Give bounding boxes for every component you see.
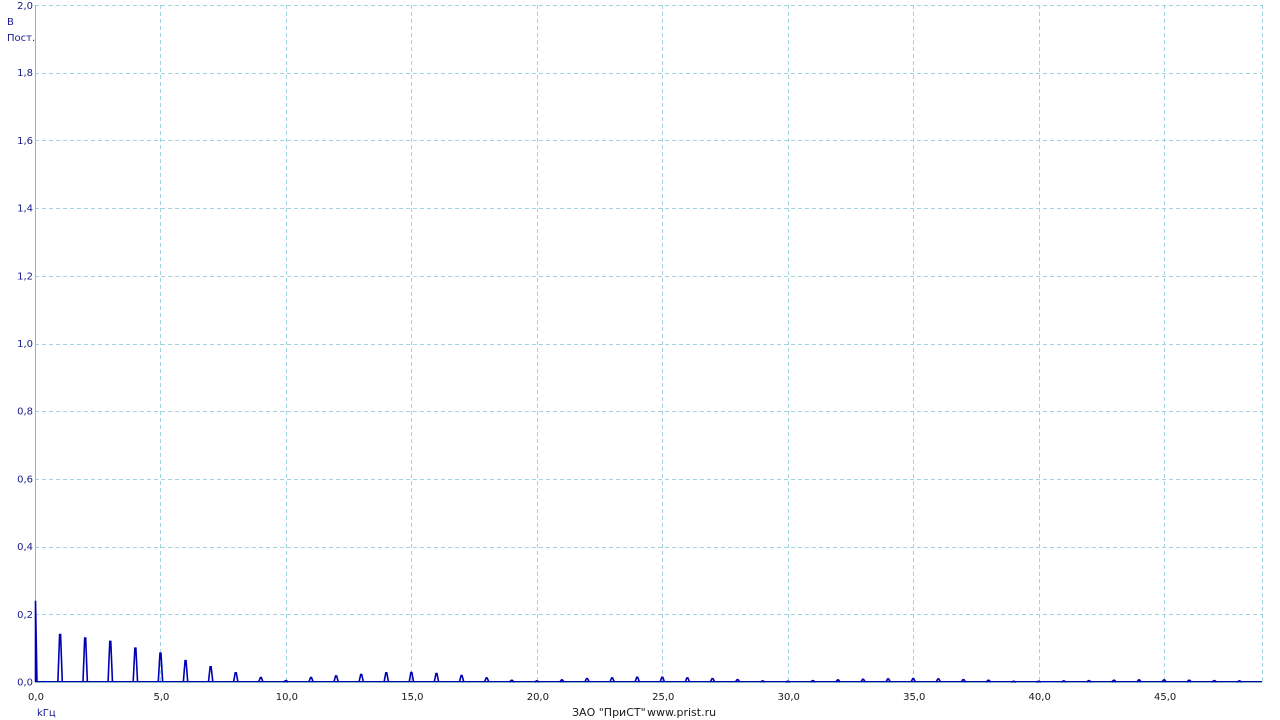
spectral-peak [910,677,917,683]
spectral-peak [609,677,616,683]
spectral-peak [383,672,390,683]
spectral-peak [835,679,841,683]
spectral-peak [508,679,515,683]
y-tick-label: 0,0 [17,678,33,689]
spectral-peak [358,673,365,683]
y-tick-label: 0,8 [17,407,33,418]
spectral-peak [308,676,314,683]
y-mode-label: Пост. [7,33,35,44]
spectral-peak [885,678,892,683]
x-tick-label: 15,0 [401,692,423,703]
spectral-peak [734,678,741,683]
x-unit-label: kГц [37,708,56,719]
x-tick-label: 5,0 [154,692,170,703]
spectral-peak [433,672,440,683]
x-tick-label: 0,0 [28,692,44,703]
x-axis-ticks: 0,0 5,0 10,0 15,0 20,0 25,0 30,0 35,0 40,0 45,0 [28,692,1176,703]
spectrum-series [34,600,1262,683]
spectral-peak [760,680,766,683]
spectral-peak [1011,680,1017,683]
y-tick-label: 1,2 [17,271,33,282]
spectral-peak [1186,679,1192,683]
spectral-peak [207,665,214,683]
spectral-peak [1036,680,1042,683]
x-tick-label: 35,0 [903,692,925,703]
spectral-peak [157,652,164,683]
y-tick-label: 0,6 [17,474,33,485]
footer-company: ЗАО "ПриСТ" [572,706,646,719]
x-tick-label: 25,0 [652,692,674,703]
spectral-peak [935,678,942,683]
spectral-peak [232,672,239,683]
spectral-peak [182,659,189,683]
spectral-peak [34,600,38,683]
spectral-peak [684,677,691,683]
spectral-peak [257,676,264,683]
x-tick-label: 30,0 [778,692,800,703]
y-unit-label: В [7,17,14,28]
y-tick-label: 1,6 [17,136,33,147]
spectral-peak [483,677,490,683]
spectral-peak [1161,679,1167,683]
x-tick-label: 20,0 [527,692,549,703]
spectral-peak [709,677,716,683]
spectral-peak [810,679,816,683]
y-tick-label: 2,0 [17,1,33,12]
footer-website: www.prist.ru [647,706,716,719]
spectral-peak [659,676,666,683]
y-axis-ticks: 0,0 0,2 0,4 0,6 0,8 1,0 1,2 1,4 1,6 1,8 2,0 [17,1,33,689]
spectral-peak [960,678,967,683]
spectral-peak [860,678,866,683]
spectral-peak [57,633,64,683]
spectral-peak [132,647,139,683]
y-tick-label: 1,0 [17,339,33,350]
spectral-peak [283,679,289,683]
spectral-peak [584,677,590,683]
x-tick-label: 10,0 [276,692,298,703]
spectral-peak [559,679,565,683]
spectral-peak [458,674,465,683]
spectral-peak [82,637,89,683]
grid [35,5,1263,683]
spectral-peak [408,671,415,683]
spectral-peak [534,680,540,683]
spectral-peak [1236,680,1243,683]
x-tick-label: 40,0 [1029,692,1051,703]
spectral-peak [1211,679,1218,683]
spectral-peak [333,675,340,683]
y-tick-label: 0,4 [17,542,33,553]
spectral-peak [985,679,992,683]
spectral-peak [1086,679,1092,683]
spectral-peak [1111,679,1117,683]
x-tick-label: 45,0 [1154,692,1176,703]
spectral-peak [1061,680,1067,683]
spectral-peak [785,680,791,683]
y-tick-label: 1,4 [17,204,33,215]
y-tick-label: 0,2 [17,610,33,621]
spectral-peak [107,640,114,683]
spectral-peak [1136,679,1142,683]
spectral-peak [634,676,641,683]
y-tick-label: 1,8 [17,68,33,79]
